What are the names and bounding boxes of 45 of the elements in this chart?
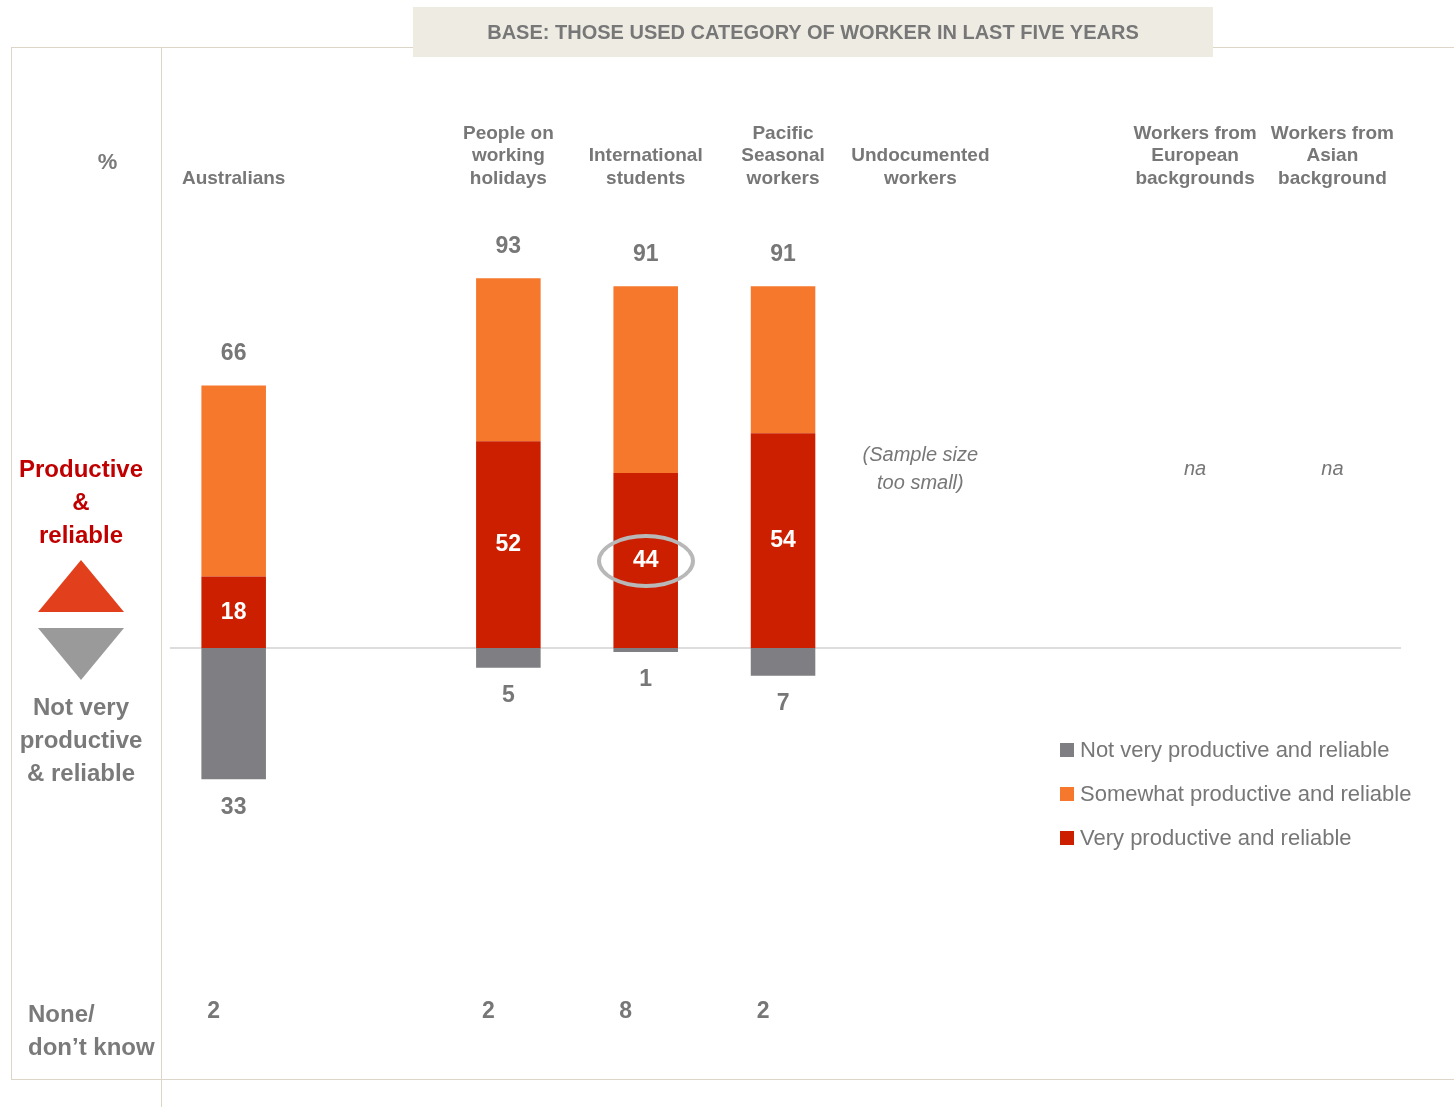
annotation: 91 [770, 239, 797, 266]
x-tick-label: International students [588, 144, 703, 189]
bar [613, 647, 678, 652]
annotation: 1 [639, 665, 653, 692]
bar [613, 286, 678, 474]
x-tick-label: Pacific Seasonal workers [741, 121, 825, 189]
chart-title: BASE: THOSE USED CATEGORY OF WORKER IN LAST FIVE YEARS [413, 7, 1213, 57]
x-tick-label: Workers from European backgrounds [1133, 121, 1257, 189]
annotation: na [1321, 456, 1344, 479]
bar [476, 647, 541, 668]
annotation: 33 [220, 792, 247, 819]
bar [476, 278, 541, 442]
bar [750, 286, 816, 434]
annotation: 66 [220, 338, 247, 365]
legend-label: Very productive and reliable [1080, 825, 1352, 851]
text: None/ don’t know [28, 999, 156, 1062]
data-label: 44 [632, 545, 659, 572]
bar [476, 441, 541, 648]
text: 2 [756, 997, 770, 1024]
bar [201, 576, 266, 648]
bar [750, 433, 816, 648]
annotation: 5 [501, 681, 515, 708]
x-tick-label: Australians [181, 167, 286, 189]
annotation: 93 [495, 231, 522, 258]
y-axis-title: % [96, 148, 119, 176]
text: 8 [619, 997, 633, 1024]
data-label: 54 [770, 525, 797, 552]
bar [201, 647, 266, 780]
x-tick-label: Undocumented workers [851, 144, 990, 189]
annotation: 91 [632, 239, 659, 266]
bar [201, 385, 266, 577]
legend-label: Somewhat productive and reliable [1080, 781, 1412, 807]
data-label: 52 [495, 529, 522, 556]
annotation: na [1183, 456, 1207, 479]
annotation: (Sample size too small) [862, 442, 979, 493]
bar [750, 647, 816, 676]
text: 2 [481, 997, 495, 1024]
x-tick-label: Workers from Asian background [1270, 121, 1394, 189]
text: 2 [207, 997, 221, 1024]
text: Not very productive & reliable [18, 692, 144, 788]
data-label: 18 [220, 597, 247, 624]
text: Productive & reliable [18, 454, 144, 550]
x-tick-label: People on working holidays [462, 121, 554, 189]
annotation: 7 [776, 689, 790, 716]
legend-label: Not very productive and reliable [1080, 737, 1390, 763]
